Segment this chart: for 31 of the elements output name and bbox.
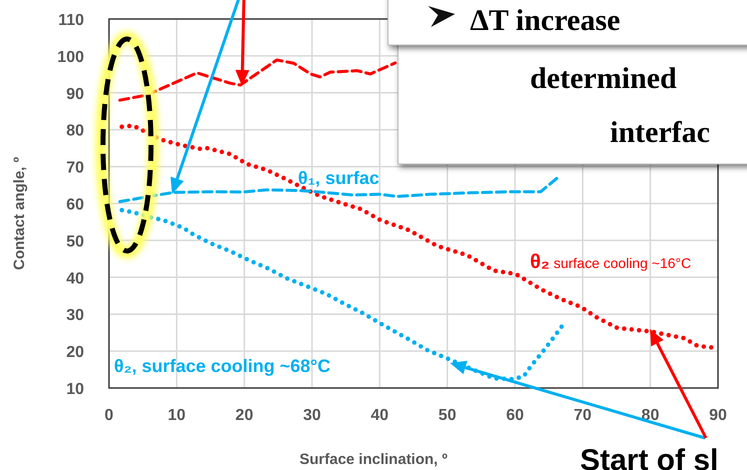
series-label: θ₂ surface cooling ~16°C [530, 251, 692, 273]
x-tick-label: 90 [709, 407, 727, 424]
x-tick-label: 60 [506, 407, 524, 424]
annotation: ΔT increase [470, 4, 620, 37]
y-axis-title: Contact angle, º [11, 156, 28, 270]
y-tick-label: 90 [66, 86, 84, 103]
annotation: determined [530, 62, 677, 95]
x-tick-label: 20 [235, 407, 254, 424]
y-tick-label: 100 [57, 48, 84, 66]
x-tick-label: 80 [641, 407, 660, 424]
x-tick-label: 50 [438, 407, 456, 424]
x-axis-title: Surface inclination, º [299, 451, 448, 468]
y-tick-label: 110 [58, 12, 84, 29]
y-tick-label: 20 [66, 344, 84, 362]
text: θ₂, surface cooling ~68°C [114, 356, 330, 376]
y-tick-label: 70 [66, 160, 84, 177]
y-tick-label: 80 [66, 122, 84, 140]
y-tick-label: 10 [66, 381, 84, 398]
x-tick-label: 10 [168, 407, 186, 424]
x-tick-label: 70 [574, 407, 592, 424]
x-tick-label: 30 [303, 407, 321, 424]
annotation: interfac [610, 116, 710, 149]
text: Start of sl [580, 444, 718, 470]
x-tick-label: 0 [104, 407, 114, 424]
y-tick-label: 40 [66, 270, 84, 288]
series-label: θ₁, surfac [298, 168, 380, 188]
line-series [118, 58, 397, 102]
y-tick-label: 30 [66, 307, 84, 324]
y-tick-label: 60 [66, 196, 84, 214]
x-tick-label: 40 [370, 407, 389, 424]
y-tick-label: 50 [66, 233, 84, 250]
